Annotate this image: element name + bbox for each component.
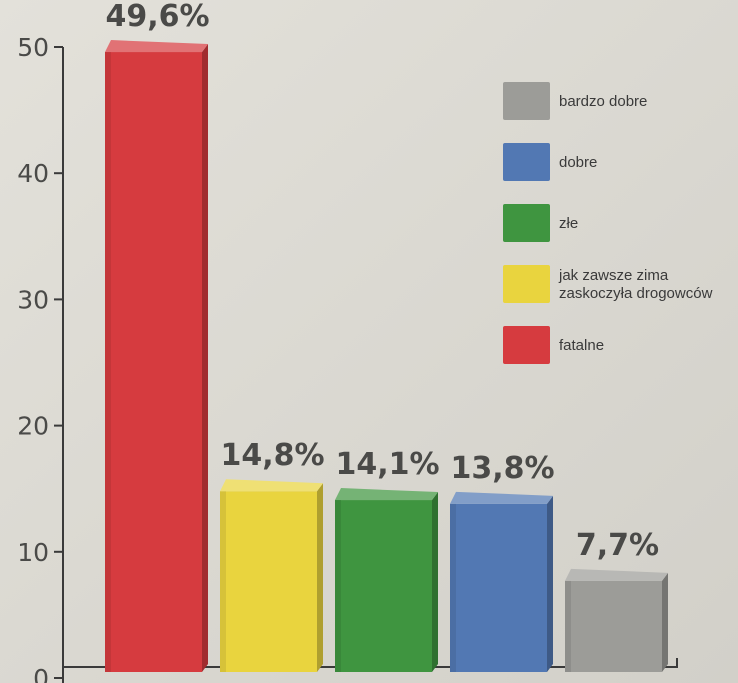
data-label: 7,7% <box>576 528 659 563</box>
bar-front-face <box>105 52 202 673</box>
bar-side-face <box>202 44 208 673</box>
bar-top-face <box>105 40 208 53</box>
bar-side-face <box>432 492 438 672</box>
legend-label: jak zawsze zima <box>558 267 669 284</box>
bars: 49,6% 14,8% 14,1% 13,8% 7,7% <box>105 0 668 673</box>
bar-front-face <box>450 503 547 672</box>
bar-edge-shade <box>105 52 111 673</box>
legend-swatch <box>503 82 550 120</box>
legend: bardzo dobre dobre złe jak zawsze zimazasko… <box>503 82 713 364</box>
legend-label: fatalne <box>559 337 604 354</box>
y-tick-label: 30 <box>17 285 49 314</box>
bar-top-face <box>335 488 438 501</box>
y-tick-label: 10 <box>17 538 49 567</box>
data-label: 14,1% <box>335 447 439 482</box>
bar <box>105 40 208 673</box>
bar-top-face <box>565 568 668 581</box>
bar-side-face <box>547 495 553 672</box>
legend-swatch <box>503 326 550 364</box>
legend-label: złe <box>559 215 578 232</box>
bar-edge-shade <box>565 580 571 672</box>
data-label: 49,6% <box>105 0 209 34</box>
y-tick-label: 0 <box>33 664 49 683</box>
bar-front-face <box>565 580 662 672</box>
bar <box>220 479 323 672</box>
legend-label: zaskoczyła drogowców <box>559 285 713 302</box>
legend-swatch <box>503 143 550 181</box>
bar-edge-shade <box>450 503 456 672</box>
bar-front-face <box>335 500 432 672</box>
data-label: 13,8% <box>450 451 554 486</box>
legend-item: złe <box>503 204 578 242</box>
data-label: 14,8% <box>220 438 324 473</box>
bar-top-face <box>220 479 323 492</box>
bar-side-face <box>317 483 323 672</box>
bar <box>565 568 668 672</box>
bar <box>450 491 553 672</box>
bar-top-face <box>450 491 553 504</box>
y-tick-label: 40 <box>17 159 49 188</box>
y-tick-label: 20 <box>17 412 49 441</box>
bar-edge-shade <box>220 491 226 672</box>
bar-front-face <box>220 491 317 672</box>
legend-swatch <box>503 265 550 303</box>
legend-item: bardzo dobre <box>503 82 647 120</box>
legend-label: bardzo dobre <box>559 93 647 110</box>
legend-swatch <box>503 204 550 242</box>
bar-edge-shade <box>335 500 341 672</box>
y-tick-label: 50 <box>17 33 49 62</box>
bar <box>335 488 438 672</box>
bar-side-face <box>662 572 668 672</box>
legend-item: dobre <box>503 143 597 181</box>
legend-label: dobre <box>559 154 597 171</box>
legend-item: fatalne <box>503 326 604 364</box>
